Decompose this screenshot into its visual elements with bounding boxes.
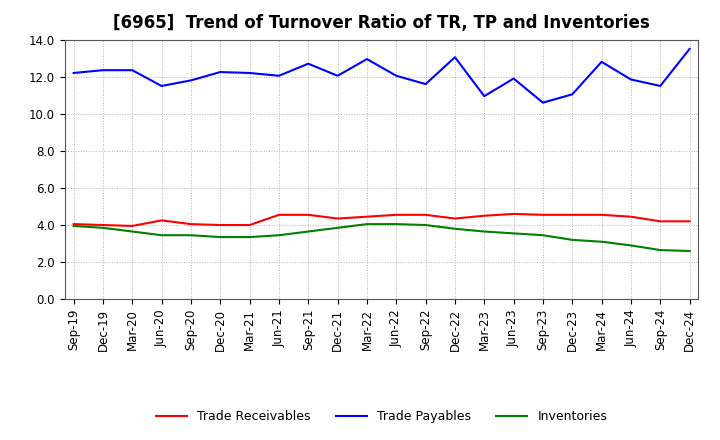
Inventories: [539, 233, 547, 238]
Trade Receivables: [216, 222, 225, 227]
Trade Receivables: [69, 221, 78, 227]
Trade Receivables: [451, 216, 459, 221]
Inventories: [333, 225, 342, 231]
Inventories: [568, 237, 577, 242]
Trade Receivables: [421, 212, 430, 217]
Trade Payables: [626, 77, 635, 82]
Trade Payables: [157, 83, 166, 88]
Inventories: [99, 225, 107, 231]
Trade Receivables: [157, 218, 166, 223]
Trade Receivables: [128, 224, 137, 229]
Inventories: [186, 233, 195, 238]
Trade Payables: [509, 76, 518, 81]
Inventories: [304, 229, 312, 234]
Inventories: [656, 247, 665, 253]
Inventories: [685, 248, 694, 253]
Trade Payables: [304, 61, 312, 66]
Trade Payables: [568, 92, 577, 97]
Inventories: [451, 226, 459, 231]
Trade Receivables: [626, 214, 635, 219]
Inventories: [626, 243, 635, 248]
Trade Payables: [333, 73, 342, 78]
Trade Receivables: [274, 212, 283, 217]
Inventories: [421, 222, 430, 227]
Inventories: [246, 235, 254, 240]
Inventories: [363, 221, 372, 227]
Trade Payables: [69, 70, 78, 76]
Trade Payables: [186, 78, 195, 83]
Trade Receivables: [568, 212, 577, 217]
Inventories: [157, 233, 166, 238]
Trade Receivables: [186, 221, 195, 227]
Trade Receivables: [246, 222, 254, 227]
Trade Receivables: [656, 219, 665, 224]
Trade Receivables: [539, 212, 547, 217]
Trade Receivables: [509, 211, 518, 216]
Trade Payables: [480, 94, 489, 99]
Trade Payables: [685, 46, 694, 51]
Trade Payables: [99, 68, 107, 73]
Trade Payables: [216, 70, 225, 75]
Inventories: [392, 221, 400, 227]
Line: Trade Receivables: Trade Receivables: [73, 214, 690, 226]
Title: [6965]  Trend of Turnover Ratio of TR, TP and Inventories: [6965] Trend of Turnover Ratio of TR, TP…: [113, 15, 650, 33]
Inventories: [509, 231, 518, 236]
Trade Receivables: [333, 216, 342, 221]
Trade Receivables: [685, 219, 694, 224]
Legend: Trade Receivables, Trade Payables, Inventories: Trade Receivables, Trade Payables, Inven…: [151, 405, 612, 428]
Line: Trade Payables: Trade Payables: [73, 49, 690, 103]
Trade Payables: [392, 73, 400, 78]
Trade Payables: [128, 68, 137, 73]
Trade Receivables: [392, 212, 400, 217]
Trade Receivables: [304, 212, 312, 217]
Trade Receivables: [363, 214, 372, 219]
Trade Receivables: [99, 222, 107, 227]
Trade Payables: [363, 56, 372, 62]
Inventories: [480, 229, 489, 234]
Trade Receivables: [598, 212, 606, 217]
Trade Payables: [274, 73, 283, 78]
Inventories: [216, 235, 225, 240]
Trade Payables: [421, 81, 430, 87]
Inventories: [69, 224, 78, 229]
Trade Payables: [539, 100, 547, 105]
Trade Payables: [451, 55, 459, 60]
Line: Inventories: Inventories: [73, 224, 690, 251]
Trade Payables: [598, 59, 606, 65]
Trade Payables: [246, 70, 254, 76]
Inventories: [128, 229, 137, 234]
Trade Receivables: [480, 213, 489, 218]
Inventories: [598, 239, 606, 244]
Inventories: [274, 233, 283, 238]
Trade Payables: [656, 83, 665, 88]
